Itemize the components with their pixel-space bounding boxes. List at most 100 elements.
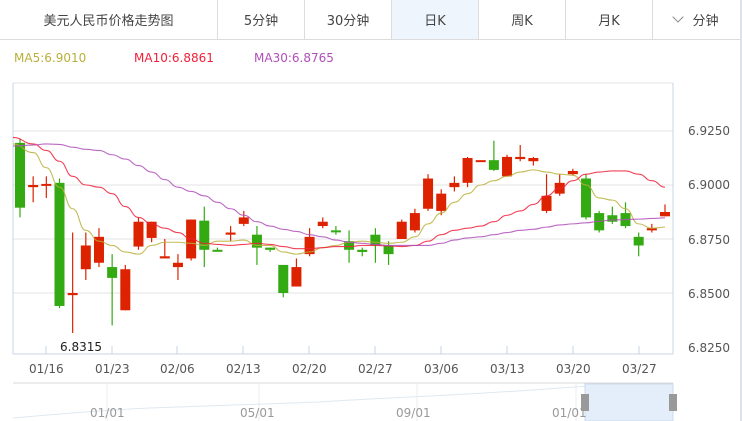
candle (488, 140, 499, 171)
candle (607, 206, 618, 224)
navigator-right-handle (669, 394, 677, 411)
candle-body (304, 236, 315, 255)
candle-body (80, 245, 91, 270)
candle (67, 232, 78, 333)
navigator-series (12, 385, 674, 419)
candle-body (146, 221, 157, 238)
candle-body (475, 160, 486, 163)
ma5-line (12, 143, 666, 255)
candle-body (107, 267, 118, 278)
candle (107, 254, 118, 326)
candle (357, 247, 368, 257)
candle-body (646, 228, 657, 231)
candle-body (528, 158, 539, 162)
tab-daily-k[interactable]: 日K (392, 0, 479, 39)
candle (436, 189, 447, 216)
navigator-label: 09/01 (396, 406, 431, 420)
candle-body (15, 142, 25, 208)
y-tick-label: 6.8250 (688, 341, 730, 355)
navigator-label: 01/01 (90, 406, 125, 420)
candle-body (449, 182, 460, 188)
min-price-text: 6.8315 (60, 340, 102, 354)
candle-body (159, 256, 170, 259)
y-tick-label: 6.8750 (688, 233, 730, 247)
navigator-left-handle (581, 394, 589, 411)
candle (462, 156, 473, 188)
period-tab-bar: 美元人民币价格走势图 5分钟 30分钟 日K 周K 月K 分钟 (0, 0, 740, 40)
x-tick-label: 03/27 (622, 362, 657, 376)
plot-frame (12, 83, 674, 355)
candle (396, 219, 407, 239)
candle-body (515, 156, 526, 160)
min-price-label: 6.8315 (60, 340, 102, 354)
x-tick-label: 01/23 (95, 362, 130, 376)
x-tick-label: 02/20 (292, 362, 327, 376)
candle-body (41, 183, 52, 186)
navigator-label: 05/01 (240, 406, 275, 420)
candle (502, 154, 513, 177)
candle-body (265, 247, 276, 250)
minute-dropdown-label: 分钟 (692, 14, 719, 29)
candle-body (67, 293, 78, 296)
candle-body (238, 217, 249, 224)
x-tick-label: 02/06 (160, 362, 195, 376)
candle-body (291, 267, 302, 287)
candle (133, 217, 144, 250)
tab-5min[interactable]: 5分钟 (218, 0, 305, 39)
candle (409, 208, 420, 233)
candle-body (251, 234, 262, 248)
candle-body (436, 193, 447, 211)
candle (528, 156, 539, 166)
candle (80, 232, 91, 281)
candle-body (199, 220, 210, 250)
candle-body (423, 178, 434, 209)
candle (449, 176, 460, 192)
candle (423, 174, 434, 211)
x-tick-label: 03/13 (490, 362, 525, 376)
candle (620, 202, 631, 229)
candle (278, 264, 289, 298)
candle-body (278, 264, 289, 293)
range-navigator[interactable]: 01/01 05/01 09/01 01/01 (12, 382, 677, 421)
candle (633, 232, 644, 257)
candle-body (488, 160, 499, 170)
x-tick-label: 02/13 (226, 362, 261, 376)
candle (567, 168, 578, 176)
candle (41, 176, 52, 198)
tab-weekly-k[interactable]: 周K (479, 0, 566, 39)
candle-body (502, 156, 513, 177)
ma10-legend: MA10:6.8861 (134, 51, 214, 65)
tab-30min[interactable]: 30分钟 (305, 0, 392, 39)
candle (475, 160, 486, 163)
candle (330, 226, 341, 235)
candle (146, 221, 157, 243)
ma10-line (12, 136, 666, 250)
candle-body (409, 213, 420, 231)
chart-title: 美元人民币价格走势图 (0, 0, 218, 39)
candle (660, 204, 670, 217)
candle (515, 145, 526, 162)
candle-body (462, 158, 473, 183)
minute-dropdown[interactable]: 分钟 (653, 0, 740, 39)
candle-body (357, 249, 368, 252)
tab-monthly-k[interactable]: 月K (566, 0, 653, 39)
candle-body (54, 182, 65, 306)
x-tick-label: 01/16 (29, 362, 64, 376)
candle (265, 247, 276, 252)
candle-body (633, 236, 644, 246)
candle (93, 228, 104, 268)
candle-body (541, 195, 552, 211)
ma-lines (12, 136, 666, 255)
candle (199, 206, 210, 268)
ma5-legend: MA5:6.9010 (14, 51, 87, 65)
candle-body (172, 262, 183, 268)
candle (225, 226, 236, 242)
candle (28, 176, 39, 203)
candle-body (383, 245, 394, 255)
x-tick-label: 03/06 (424, 362, 459, 376)
y-tick-label: 6.8500 (688, 287, 730, 301)
x-axis: 01/16 01/23 02/06 02/13 02/20 02/27 03/06 03/13… (29, 346, 657, 376)
candle-body (567, 170, 578, 175)
candle (238, 210, 249, 227)
